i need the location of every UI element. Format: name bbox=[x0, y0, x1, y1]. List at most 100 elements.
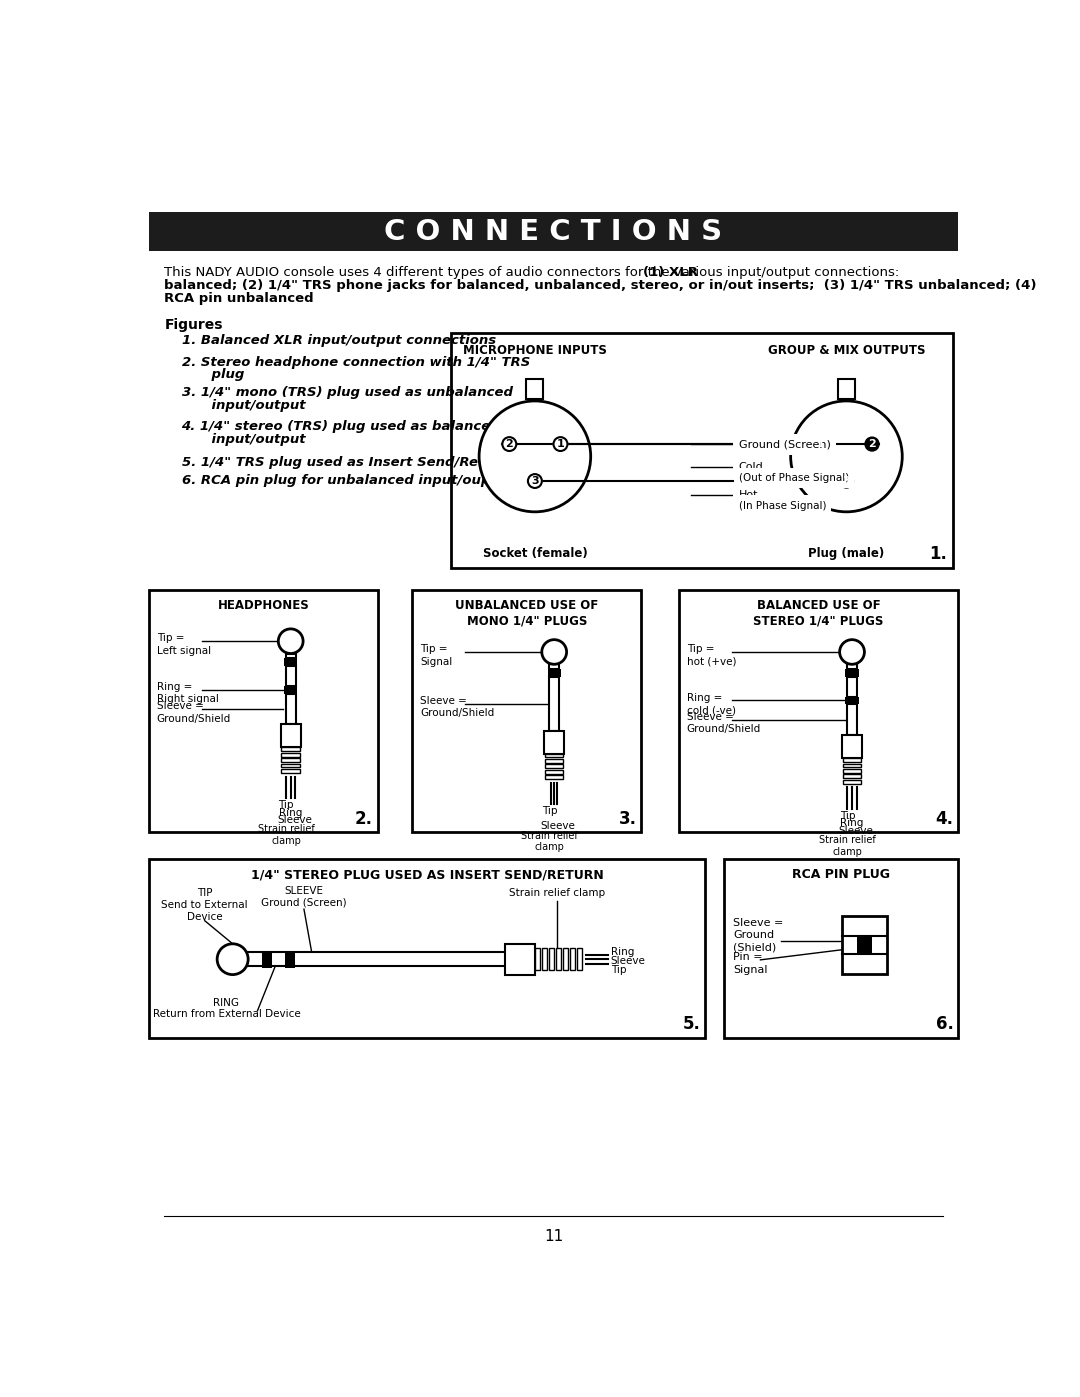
FancyBboxPatch shape bbox=[282, 759, 300, 763]
Text: RCA pin unbalanced: RCA pin unbalanced bbox=[164, 292, 314, 306]
Circle shape bbox=[528, 474, 542, 488]
FancyBboxPatch shape bbox=[282, 747, 300, 752]
Text: Cold: Cold bbox=[739, 462, 764, 472]
Text: 1.: 1. bbox=[929, 545, 947, 563]
Text: Sleeve =
Ground/Shield: Sleeve = Ground/Shield bbox=[420, 696, 495, 718]
Text: BALANCED USE OF
STEREO 1/4" PLUGS: BALANCED USE OF STEREO 1/4" PLUGS bbox=[754, 599, 883, 627]
Text: Socket (female): Socket (female) bbox=[483, 548, 588, 560]
FancyBboxPatch shape bbox=[838, 380, 855, 400]
FancyBboxPatch shape bbox=[548, 669, 561, 676]
Text: Ring: Ring bbox=[611, 947, 634, 957]
FancyBboxPatch shape bbox=[544, 731, 564, 753]
FancyBboxPatch shape bbox=[526, 380, 543, 400]
Text: RING
Return from External Device: RING Return from External Device bbox=[152, 997, 300, 1020]
Text: UNBALANCED USE OF
MONO 1/4" PLUGS: UNBALANCED USE OF MONO 1/4" PLUGS bbox=[455, 599, 598, 627]
Text: HEADPHONES: HEADPHONES bbox=[217, 599, 309, 612]
Text: Tip: Tip bbox=[542, 806, 557, 816]
FancyBboxPatch shape bbox=[847, 665, 858, 669]
FancyBboxPatch shape bbox=[285, 654, 296, 658]
Text: Tip =
hot (+ve): Tip = hot (+ve) bbox=[687, 644, 737, 666]
Text: 1/4" STEREO PLUG USED AS INSERT SEND/RETURN: 1/4" STEREO PLUG USED AS INSERT SEND/RET… bbox=[251, 869, 604, 882]
FancyBboxPatch shape bbox=[282, 753, 300, 757]
Text: 6.: 6. bbox=[935, 1016, 954, 1034]
FancyBboxPatch shape bbox=[149, 590, 378, 833]
FancyBboxPatch shape bbox=[545, 770, 564, 774]
Text: 1: 1 bbox=[816, 439, 825, 448]
Text: 11: 11 bbox=[544, 1229, 563, 1243]
FancyBboxPatch shape bbox=[679, 590, 958, 833]
FancyBboxPatch shape bbox=[542, 949, 548, 970]
Circle shape bbox=[502, 437, 516, 451]
Text: Tip: Tip bbox=[279, 800, 294, 810]
Text: Strain relief clamp: Strain relief clamp bbox=[509, 888, 605, 898]
Circle shape bbox=[217, 944, 248, 975]
Text: Strain relief
clamp: Strain relief clamp bbox=[522, 831, 578, 852]
FancyBboxPatch shape bbox=[149, 859, 705, 1038]
Text: Figures: Figures bbox=[164, 317, 222, 332]
FancyBboxPatch shape bbox=[842, 780, 862, 784]
Text: (1) XLR: (1) XLR bbox=[644, 267, 699, 279]
Text: Sleeve: Sleeve bbox=[838, 826, 874, 835]
FancyBboxPatch shape bbox=[545, 759, 564, 763]
FancyBboxPatch shape bbox=[262, 951, 272, 968]
Text: input/output: input/output bbox=[193, 433, 306, 446]
FancyBboxPatch shape bbox=[282, 768, 300, 773]
Text: Sleeve: Sleeve bbox=[611, 956, 646, 967]
FancyBboxPatch shape bbox=[724, 859, 958, 1038]
FancyBboxPatch shape bbox=[842, 774, 862, 778]
Text: 2: 2 bbox=[868, 439, 876, 448]
Text: Tip =
Left signal: Tip = Left signal bbox=[157, 633, 211, 655]
Text: Strain relief
clamp: Strain relief clamp bbox=[819, 835, 876, 856]
Text: 4.: 4. bbox=[935, 809, 954, 827]
Text: 5.: 5. bbox=[683, 1016, 701, 1034]
FancyBboxPatch shape bbox=[505, 944, 535, 975]
Text: C O N N E C T I O N S: C O N N E C T I O N S bbox=[384, 218, 723, 246]
Text: Tip: Tip bbox=[611, 965, 626, 975]
FancyBboxPatch shape bbox=[846, 669, 859, 676]
Text: Strain relief
clamp: Strain relief clamp bbox=[258, 824, 314, 847]
Text: 3: 3 bbox=[531, 476, 539, 486]
Text: Sleeve: Sleeve bbox=[541, 821, 576, 831]
Text: (In Phase Signal): (In Phase Signal) bbox=[739, 500, 826, 511]
FancyBboxPatch shape bbox=[556, 949, 562, 970]
Text: Sleeve =
Ground/Shield: Sleeve = Ground/Shield bbox=[157, 701, 231, 724]
Circle shape bbox=[554, 437, 567, 451]
Text: Tip =
Signal: Tip = Signal bbox=[420, 644, 453, 666]
Circle shape bbox=[839, 474, 853, 488]
Text: 4. 1/4" stereo (TRS) plug used as balanced: 4. 1/4" stereo (TRS) plug used as balanc… bbox=[181, 420, 500, 433]
FancyBboxPatch shape bbox=[545, 753, 564, 757]
Circle shape bbox=[865, 437, 879, 451]
FancyBboxPatch shape bbox=[549, 676, 559, 731]
Text: Pin =
Signal: Pin = Signal bbox=[733, 953, 768, 975]
FancyBboxPatch shape bbox=[282, 764, 300, 767]
Text: 2. Stereo headphone connection with 1/4" TRS: 2. Stereo headphone connection with 1/4"… bbox=[181, 355, 530, 369]
FancyBboxPatch shape bbox=[842, 916, 887, 974]
Text: 1. Balanced XLR input/output connections: 1. Balanced XLR input/output connections bbox=[181, 334, 496, 346]
FancyBboxPatch shape bbox=[842, 735, 862, 759]
Text: 3. 1/4" mono (TRS) plug used as unbalanced: 3. 1/4" mono (TRS) plug used as unbalanc… bbox=[181, 387, 513, 400]
Text: (Out of Phase Signal): (Out of Phase Signal) bbox=[739, 474, 849, 483]
Text: RCA PIN PLUG: RCA PIN PLUG bbox=[792, 869, 890, 882]
FancyBboxPatch shape bbox=[577, 949, 582, 970]
Text: Ring =
Right signal: Ring = Right signal bbox=[157, 682, 218, 704]
Text: 3: 3 bbox=[842, 476, 850, 486]
Text: 2.: 2. bbox=[355, 809, 373, 827]
Circle shape bbox=[791, 401, 902, 511]
Text: SLEEVE
Ground (Screen): SLEEVE Ground (Screen) bbox=[261, 886, 347, 908]
Text: Ring =
cold (-ve): Ring = cold (-ve) bbox=[687, 693, 735, 715]
FancyBboxPatch shape bbox=[570, 949, 576, 970]
Text: 6. RCA pin plug for unbalanced input/ouput: 6. RCA pin plug for unbalanced input/oup… bbox=[181, 474, 505, 488]
Text: Sleeve =
Ground/Shield: Sleeve = Ground/Shield bbox=[687, 712, 761, 735]
Text: plug: plug bbox=[193, 367, 244, 381]
FancyBboxPatch shape bbox=[856, 936, 873, 953]
Circle shape bbox=[839, 640, 864, 665]
Text: Hot: Hot bbox=[739, 490, 758, 500]
Text: Ring: Ring bbox=[840, 819, 864, 828]
Text: Ground (Screen): Ground (Screen) bbox=[739, 439, 831, 448]
FancyBboxPatch shape bbox=[563, 949, 568, 970]
FancyBboxPatch shape bbox=[281, 725, 300, 747]
Circle shape bbox=[814, 437, 828, 451]
FancyBboxPatch shape bbox=[535, 949, 540, 970]
FancyBboxPatch shape bbox=[285, 951, 296, 968]
Text: Sleeve: Sleeve bbox=[278, 816, 312, 826]
